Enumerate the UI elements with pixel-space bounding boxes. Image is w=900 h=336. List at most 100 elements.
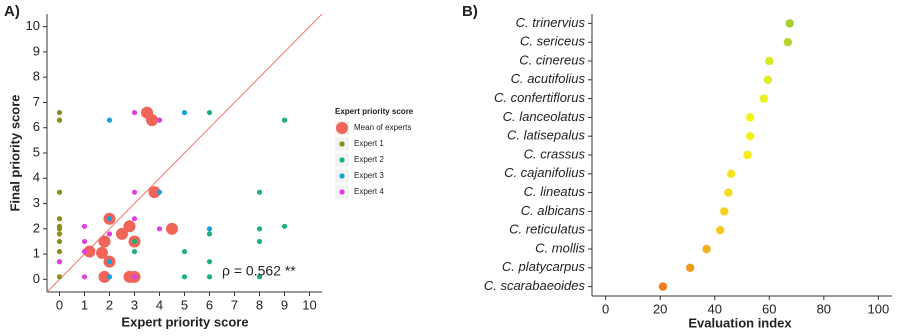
x-tick-label: 1 <box>81 297 88 312</box>
point <box>256 189 263 195</box>
panel-label: B) <box>462 3 478 20</box>
identity-line <box>47 14 322 292</box>
point <box>206 109 213 116</box>
point <box>206 274 213 280</box>
dot <box>783 38 793 47</box>
dot <box>720 207 729 216</box>
legend-label: Expert 4 <box>354 187 384 196</box>
point <box>123 220 136 233</box>
dot <box>763 75 773 85</box>
y-tick-label: C. trinervius <box>516 15 586 30</box>
y-tick-label: 6 <box>33 119 40 134</box>
point <box>116 227 128 240</box>
y-tick-label: 8 <box>33 69 40 84</box>
point <box>131 238 138 245</box>
y-tick-label: C. mollis <box>535 240 585 255</box>
point <box>206 259 213 265</box>
point <box>256 226 263 232</box>
legend-label: Expert 2 <box>354 155 384 164</box>
point <box>106 259 113 265</box>
dot <box>715 226 725 235</box>
y-tick-label: 2 <box>33 220 40 235</box>
dot <box>743 150 752 160</box>
y-tick-label: C. confertiflorus <box>494 90 586 105</box>
legend-marker <box>339 189 345 195</box>
point <box>106 274 113 280</box>
dot <box>702 244 711 254</box>
y-tick-label: C. acutifolius <box>511 71 586 86</box>
y-tick-label: C. latisepalus <box>507 128 586 143</box>
x-tick-label: 6 <box>206 297 213 312</box>
point <box>131 216 138 222</box>
y-tick-label: 4 <box>33 170 40 185</box>
x-tick-label: 60 <box>762 301 776 316</box>
dot <box>745 113 755 122</box>
y-tick-label: 3 <box>33 195 40 210</box>
point <box>181 109 188 116</box>
point <box>56 274 63 280</box>
x-tick-label: 9 <box>281 297 288 312</box>
x-axis-label: Evaluation index <box>688 315 792 330</box>
y-tick-label: C. crassus <box>524 146 586 161</box>
point <box>156 226 163 232</box>
point <box>206 226 213 232</box>
point <box>83 245 96 258</box>
legend-title: Expert priority score <box>335 107 414 116</box>
annotation: ρ = 0.562 ** <box>222 263 296 279</box>
dot <box>759 94 769 103</box>
y-axis-label: Final priority score <box>7 94 22 211</box>
y-tick-label: 1 <box>33 246 40 261</box>
dot <box>685 263 695 272</box>
point <box>56 259 63 265</box>
point <box>98 270 111 283</box>
y-tick-label: 7 <box>33 94 40 109</box>
point <box>96 246 108 259</box>
x-tick-label: 5 <box>181 297 188 312</box>
point <box>81 223 88 229</box>
point <box>131 274 138 280</box>
y-tick-label: C. cinereus <box>519 52 585 67</box>
dot <box>785 19 794 28</box>
point <box>98 235 111 248</box>
point <box>156 189 163 195</box>
x-tick-label: 0 <box>56 297 63 312</box>
point <box>131 248 138 255</box>
y-tick-label: C. albicans <box>521 203 586 218</box>
point <box>56 117 63 123</box>
point <box>146 114 158 127</box>
point <box>281 117 288 123</box>
point <box>181 274 188 280</box>
x-tick-label: 0 <box>602 301 609 316</box>
point <box>131 189 138 195</box>
x-tick-label: 80 <box>817 301 831 316</box>
point <box>166 222 178 235</box>
dot <box>658 282 668 291</box>
point <box>131 109 138 116</box>
y-tick-label: C. reticulatus <box>509 222 585 237</box>
point <box>81 248 88 255</box>
point <box>106 117 113 123</box>
point <box>206 231 213 237</box>
legend-label: Expert 3 <box>354 171 384 180</box>
point <box>56 248 63 255</box>
point <box>56 109 63 116</box>
x-tick-label: 7 <box>231 297 238 312</box>
y-tick-label: C. lineatus <box>524 184 586 199</box>
point <box>148 186 161 199</box>
point <box>56 238 63 245</box>
point <box>56 226 63 232</box>
x-tick-label: 20 <box>653 301 667 316</box>
x-tick-label: 4 <box>156 297 163 312</box>
x-tick-label: 10 <box>302 297 316 312</box>
y-tick-label: C. sericeus <box>520 34 586 49</box>
point <box>81 238 88 245</box>
x-tick-label: 3 <box>131 297 138 312</box>
dot <box>724 188 733 197</box>
point <box>256 238 263 245</box>
x-tick-label: 2 <box>106 297 113 312</box>
dot <box>726 169 736 178</box>
y-tick-label: C. cajanifolius <box>504 165 585 180</box>
y-tick-label: 5 <box>33 144 40 159</box>
point <box>256 274 263 280</box>
